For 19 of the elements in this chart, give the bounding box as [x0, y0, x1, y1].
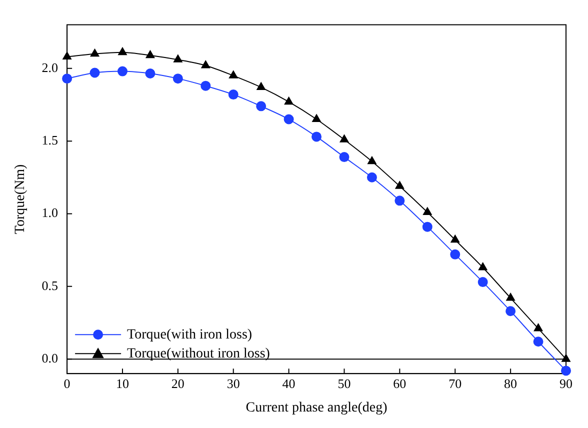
- legend-label: Torque(without iron loss): [127, 346, 270, 362]
- y-tick-label: 2.0: [42, 60, 58, 75]
- x-tick-label: 50: [338, 376, 351, 391]
- y-tick-label: 1.0: [42, 205, 58, 220]
- legend-label: Torque(with iron loss): [127, 327, 252, 342]
- x-tick-label: 70: [448, 376, 462, 391]
- x-tick-label: 30: [226, 376, 240, 391]
- x-tick-label: 20: [171, 376, 184, 391]
- y-tick-label: 0.0: [42, 350, 58, 366]
- x-axis-title: Current phase angle(deg): [246, 400, 388, 416]
- x-tick-label: 60: [393, 376, 406, 391]
- y-tick-label: 0.5: [42, 278, 58, 293]
- x-tick-label: 0: [64, 376, 70, 391]
- y-tick-label: 1.5: [42, 132, 58, 148]
- y-axis-title: Torque(Nm): [13, 164, 28, 234]
- x-tick-label: 10: [116, 376, 129, 391]
- x-tick-label: 40: [282, 376, 296, 391]
- x-tick-label: 90: [560, 376, 572, 391]
- x-tick-label: 80: [504, 376, 518, 391]
